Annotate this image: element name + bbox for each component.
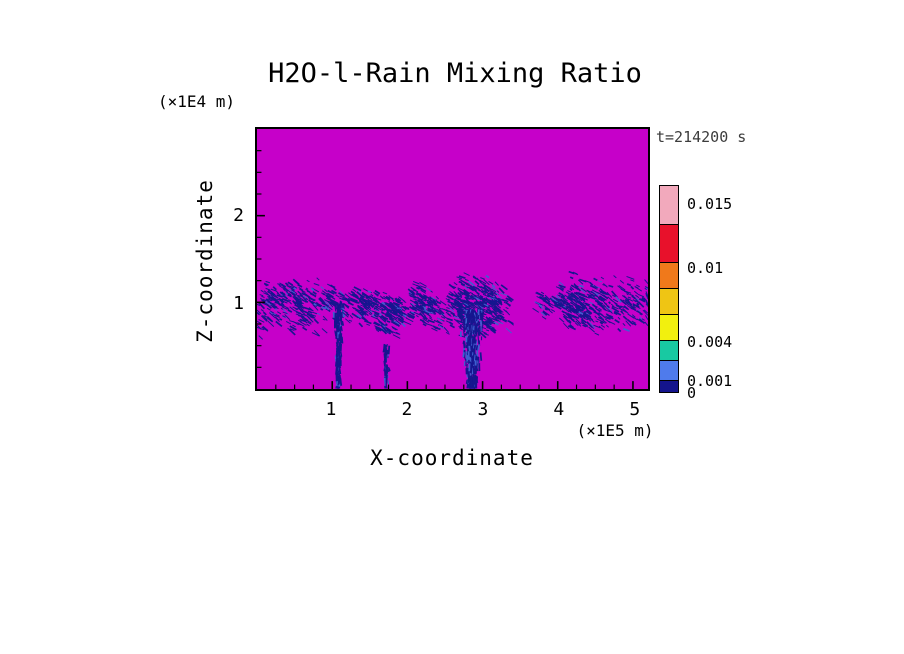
- x-tick-label: 1: [325, 399, 337, 420]
- colorbar-segment: [660, 186, 678, 224]
- colorbar-tick-label: 0.001: [687, 371, 733, 390]
- y-axis-unit-label: (×1E4 m): [158, 92, 236, 111]
- x-tick-label: 3: [477, 399, 489, 420]
- timestamp-label: t=214200 s: [656, 128, 747, 146]
- colorbar-tick-label: 0.004: [687, 333, 733, 352]
- x-axis-unit-label: (×1E5 m): [576, 421, 654, 440]
- y-axis-title: Z-coordinate: [193, 179, 217, 343]
- colorbar-segment: [660, 314, 678, 340]
- y-tick-label: 1: [233, 293, 244, 314]
- colorbar: [659, 185, 679, 393]
- x-tick-label: 2: [401, 399, 413, 420]
- plot-area: [255, 127, 650, 391]
- colorbar-segment: [660, 380, 678, 392]
- colorbar-tick-label: 0.015: [687, 194, 733, 213]
- x-tick-label: 5: [629, 399, 641, 420]
- colorbar-segment: [660, 288, 678, 314]
- x-tick-label: 4: [553, 399, 565, 420]
- rain-field-heatmap: [257, 150, 648, 389]
- colorbar-segment: [660, 360, 678, 380]
- colorbar-segment: [660, 262, 678, 288]
- colorbar-tick-label: 0.01: [687, 259, 724, 278]
- colorbar-tick-label: 0: [687, 384, 697, 402]
- chart-title: H2O-l-Rain Mixing Ratio: [268, 58, 642, 89]
- colorbar-segment: [660, 340, 678, 360]
- colorbar-segment: [660, 224, 678, 262]
- x-axis-title: X-coordinate: [370, 446, 534, 470]
- y-tick-label: 2: [233, 205, 244, 226]
